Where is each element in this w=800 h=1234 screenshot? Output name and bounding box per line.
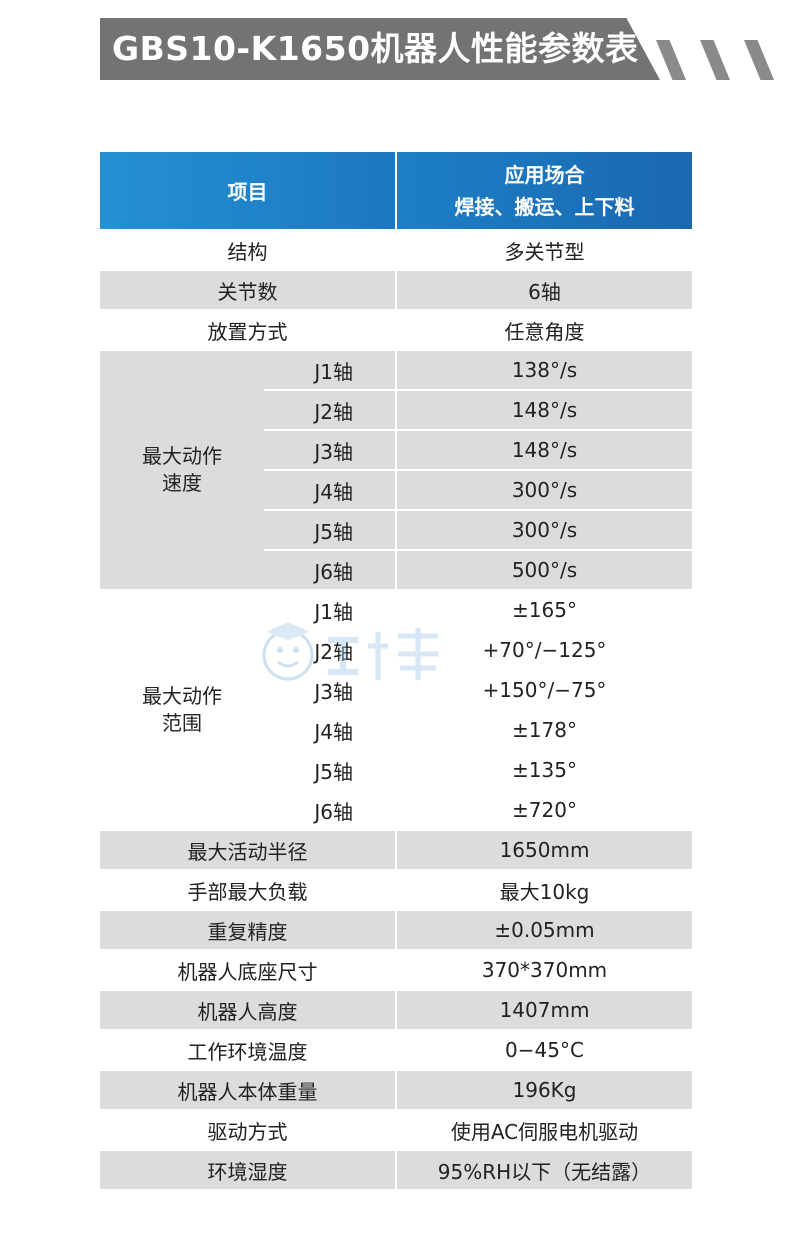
table-row: 机器人高度 1407mm — [100, 990, 692, 1031]
table-row: J5轴 300°/s — [100, 510, 692, 551]
table-row: J3轴 148°/s — [100, 430, 692, 471]
table-row: 驱动方式 使用AC伺服电机驱动 — [100, 1110, 692, 1151]
header-application-line1: 应用场合 — [504, 162, 585, 187]
axis-value: 148°/s — [396, 390, 692, 431]
axis-label: J6轴 — [264, 550, 397, 591]
row-value: 0−45°C — [396, 1030, 692, 1071]
header-application: 应用场合 焊接、搬运、上下料 — [396, 152, 692, 231]
row-label: 最大活动半径 — [100, 830, 397, 871]
axis-value: ±720° — [396, 790, 692, 831]
table-row: 机器人底座尺寸 370*370mm — [100, 950, 692, 991]
row-label: 关节数 — [100, 270, 397, 311]
table-row: 最大动作 范围 J1轴 ±165° — [100, 590, 692, 831]
banner-stripe-2 — [700, 40, 730, 80]
row-value: 95%RH以下（无结露） — [396, 1150, 692, 1191]
row-value: 使用AC伺服电机驱动 — [396, 1110, 692, 1151]
table-row: 关节数 6轴 — [100, 270, 692, 311]
row-label: 机器人本体重量 — [100, 1070, 397, 1111]
row-label: 放置方式 — [100, 310, 397, 351]
header-application-line2: 焊接、搬运、上下料 — [454, 194, 635, 219]
table-row: 最大动作 速度 J1轴 138°/s — [100, 350, 692, 591]
table-row: J5轴 ±135° — [100, 750, 692, 791]
table-row: 环境湿度 95%RH以下（无结露） — [100, 1150, 692, 1191]
speed-group-label: 最大动作 速度 — [100, 350, 264, 591]
axis-label: J1轴 — [264, 590, 397, 631]
row-label: 机器人高度 — [100, 990, 397, 1031]
table-row: 工作环境温度 0−45°C — [100, 1030, 692, 1071]
speed-label-line2: 速度 — [162, 471, 202, 495]
axis-value: 300°/s — [396, 510, 692, 551]
table-row: 机器人本体重量 196Kg — [100, 1070, 692, 1111]
row-value: 多关节型 — [396, 230, 692, 271]
table-header-row: 项目 应用场合 焊接、搬运、上下料 — [100, 152, 692, 231]
axis-label: J2轴 — [264, 630, 397, 671]
row-value: 370*370mm — [396, 950, 692, 991]
axis-value: ±135° — [396, 750, 692, 791]
axis-value: +150°/−75° — [396, 670, 692, 711]
range-group-label: 最大动作 范围 — [100, 590, 264, 831]
axis-label: J4轴 — [264, 710, 397, 751]
row-label: 工作环境温度 — [100, 1030, 397, 1071]
table-row: J4轴 ±178° — [100, 710, 692, 751]
axis-value: ±165° — [396, 590, 692, 631]
row-label: 驱动方式 — [100, 1110, 397, 1151]
axis-label: J3轴 — [264, 670, 397, 711]
row-label: 环境湿度 — [100, 1150, 397, 1191]
axis-value: 138°/s — [396, 350, 692, 391]
table-row: J2轴 +70°/−125° — [100, 630, 692, 671]
row-value: 1407mm — [396, 990, 692, 1031]
banner-stripe-1 — [656, 40, 686, 80]
row-label: 机器人底座尺寸 — [100, 950, 397, 991]
axis-value: 500°/s — [396, 550, 692, 591]
row-label: 重复精度 — [100, 910, 397, 951]
axis-label: J3轴 — [264, 430, 397, 471]
axis-label: J5轴 — [264, 510, 397, 551]
axis-value: ±178° — [396, 710, 692, 751]
axis-value: 148°/s — [396, 430, 692, 471]
axis-value: 300°/s — [396, 470, 692, 511]
title-banner: GBS10-K1650机器人性能参数表 — [100, 18, 660, 80]
speed-label-line1: 最大动作 — [142, 444, 222, 468]
row-value: 6轴 — [396, 270, 692, 311]
range-label-line2: 范围 — [162, 711, 202, 735]
range-label-line1: 最大动作 — [142, 684, 222, 708]
table-row: J3轴 +150°/−75° — [100, 670, 692, 711]
table-row: 最大活动半径 1650mm — [100, 830, 692, 871]
row-label: 手部最大负载 — [100, 870, 397, 911]
page-title: GBS10-K1650机器人性能参数表 — [112, 29, 639, 68]
table-row: J4轴 300°/s — [100, 470, 692, 511]
table-row: 重复精度 ±0.05mm — [100, 910, 692, 951]
axis-label: J1轴 — [264, 350, 397, 391]
spec-table: 项目 应用场合 焊接、搬运、上下料 结构 多关节型 关节数 6轴 放置方式 任意… — [100, 152, 692, 1191]
table-row: 放置方式 任意角度 — [100, 310, 692, 351]
axis-label: J4轴 — [264, 470, 397, 511]
axis-label: J6轴 — [264, 790, 397, 831]
row-value: ±0.05mm — [396, 910, 692, 951]
row-value: 1650mm — [396, 830, 692, 871]
axis-label: J5轴 — [264, 750, 397, 791]
banner-stripe-3 — [744, 40, 774, 80]
table-row: J2轴 148°/s — [100, 390, 692, 431]
axis-label: J2轴 — [264, 390, 397, 431]
table-row: J6轴 500°/s — [100, 550, 692, 591]
row-value: 最大10kg — [396, 870, 692, 911]
table-row: 手部最大负载 最大10kg — [100, 870, 692, 911]
row-value: 任意角度 — [396, 310, 692, 351]
table-row: J6轴 ±720° — [100, 790, 692, 831]
row-value: 196Kg — [396, 1070, 692, 1111]
axis-value: +70°/−125° — [396, 630, 692, 671]
row-label: 结构 — [100, 230, 397, 271]
header-item: 项目 — [100, 152, 397, 231]
table-row: 结构 多关节型 — [100, 230, 692, 271]
